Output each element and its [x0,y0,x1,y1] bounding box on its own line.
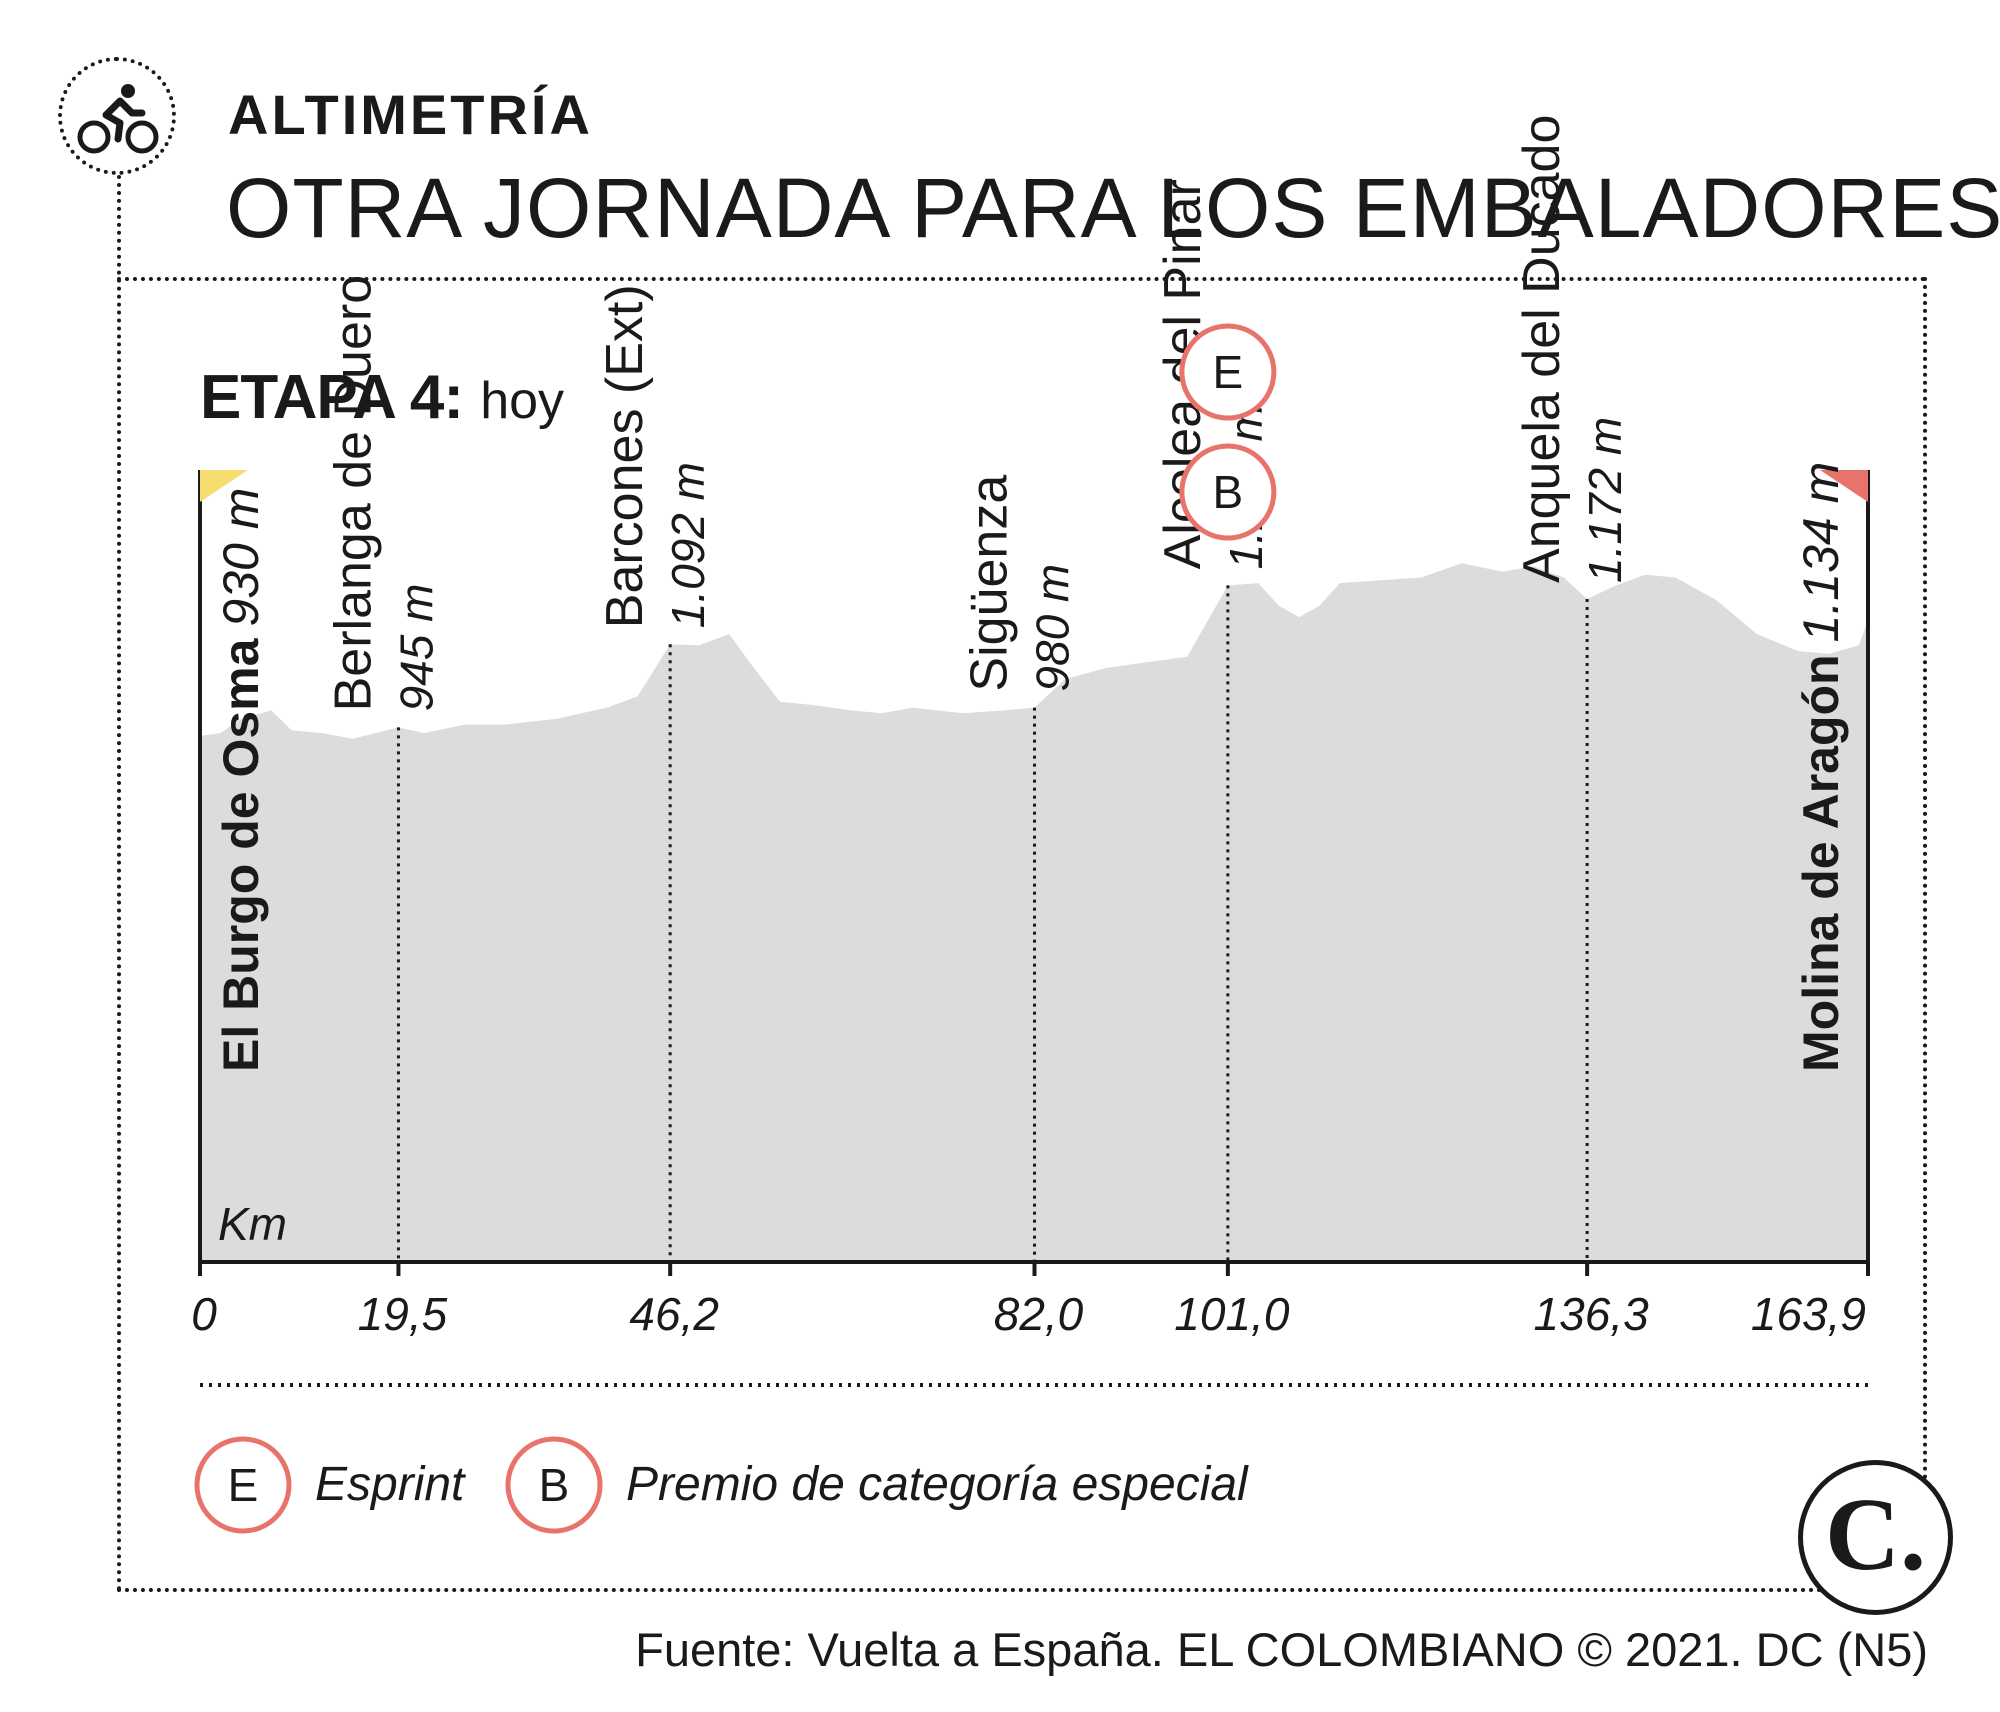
el-colombiano-logo: C. [1798,1460,1953,1615]
x-tick-label: 101,0 [1174,1288,1290,1340]
x-tick-label: 82,0 [994,1288,1084,1340]
legend-badge-letter: B [539,1459,570,1511]
start-label: El Burgo de Osma 930 m [213,488,269,1072]
cyclist-icon [77,84,159,154]
x-tick-label: 163,9 [1751,1288,1866,1340]
finish-label: Molina de Aragón 1.134 m [1793,462,1849,1072]
point-elevation: 1.092 m [662,462,714,628]
finish-name-and-elevation: Molina de Aragón 1.134 m [1793,462,1849,1072]
point-elevation: 1.134 m [1793,462,1849,643]
prize-badge-letter: E [1213,346,1244,398]
finish-flag-icon [1820,470,1868,502]
point-name: Barcones (Ext) [596,284,654,628]
kicker: ALTIMETRÍA [228,83,593,146]
logo-mark: C. [1824,1477,1927,1592]
legend: E Esprint B Premio de categoría especial [194,1436,1249,1534]
x-tick-label: 46,2 [629,1288,719,1340]
cyclist-icon-badge [58,57,176,175]
x-unit-label: Km [218,1198,287,1250]
prize-badge-circle [1179,323,1277,421]
source-note: Fuente: Vuelta a España. EL COLOMBIANO ©… [635,1623,1928,1676]
legend-badge-letter: E [228,1459,259,1511]
x-tick-label: 19,5 [358,1288,448,1340]
point-name: Molina de Aragón [1793,654,1849,1072]
frame-left-border [117,175,121,1592]
prize-badges: EB [1179,323,1277,541]
legend-label: Premio de categoría especial [626,1458,1249,1511]
x-tick-label: 136,3 [1534,1288,1650,1340]
stage-title: ETAPA 4: hoy [200,362,564,433]
point-label: Berlanga de Duero 945 m [324,275,442,712]
headline: OTRA JORNADA PARA LOS EMBALADORES [226,161,2000,255]
legend-badge-circle [194,1436,292,1534]
chart-frame [117,277,1927,1592]
legend-badge-circle [505,1436,603,1534]
stage-label: ETAPA 4: [200,363,464,432]
prize-badge-letter: B [1213,466,1244,518]
prize-badge-circle [1179,443,1277,541]
point-label: Barcones (Ext) 1.092 m [596,284,714,628]
start-flag-icon [200,470,248,502]
point-name: El Burgo de Osma [213,637,269,1072]
point-name: Berlanga de Duero [324,275,382,712]
point-name: Sigüenza [961,475,1019,692]
point-label: Sigüenza 980 m [961,475,1079,692]
x-tick-label: 0 [191,1288,217,1340]
elevation-profile-area [200,563,1868,1262]
stage-day: hoy [480,372,565,430]
point-label: Anquela del Ducado 1.172 m [1513,115,1631,583]
point-elevation: 1.172 m [1579,417,1631,583]
marker-lines [396,585,1589,1262]
point-labels: El Burgo de Osma 930 m Berlanga de Duero 94… [213,115,1849,1072]
point-elevation: 945 m [390,584,442,712]
point-elevation: 930 m [213,488,269,627]
start-name-and-elevation: El Burgo de Osma 930 m [213,488,269,1072]
point-name: Anquela del Ducado [1513,115,1571,583]
x-axis-ticks: 0 19,5 46,2 82,0 101,0 136,3 163,9 [191,1262,1870,1340]
point-elevation: 980 m [1027,564,1079,692]
legend-label: Esprint [315,1458,466,1511]
